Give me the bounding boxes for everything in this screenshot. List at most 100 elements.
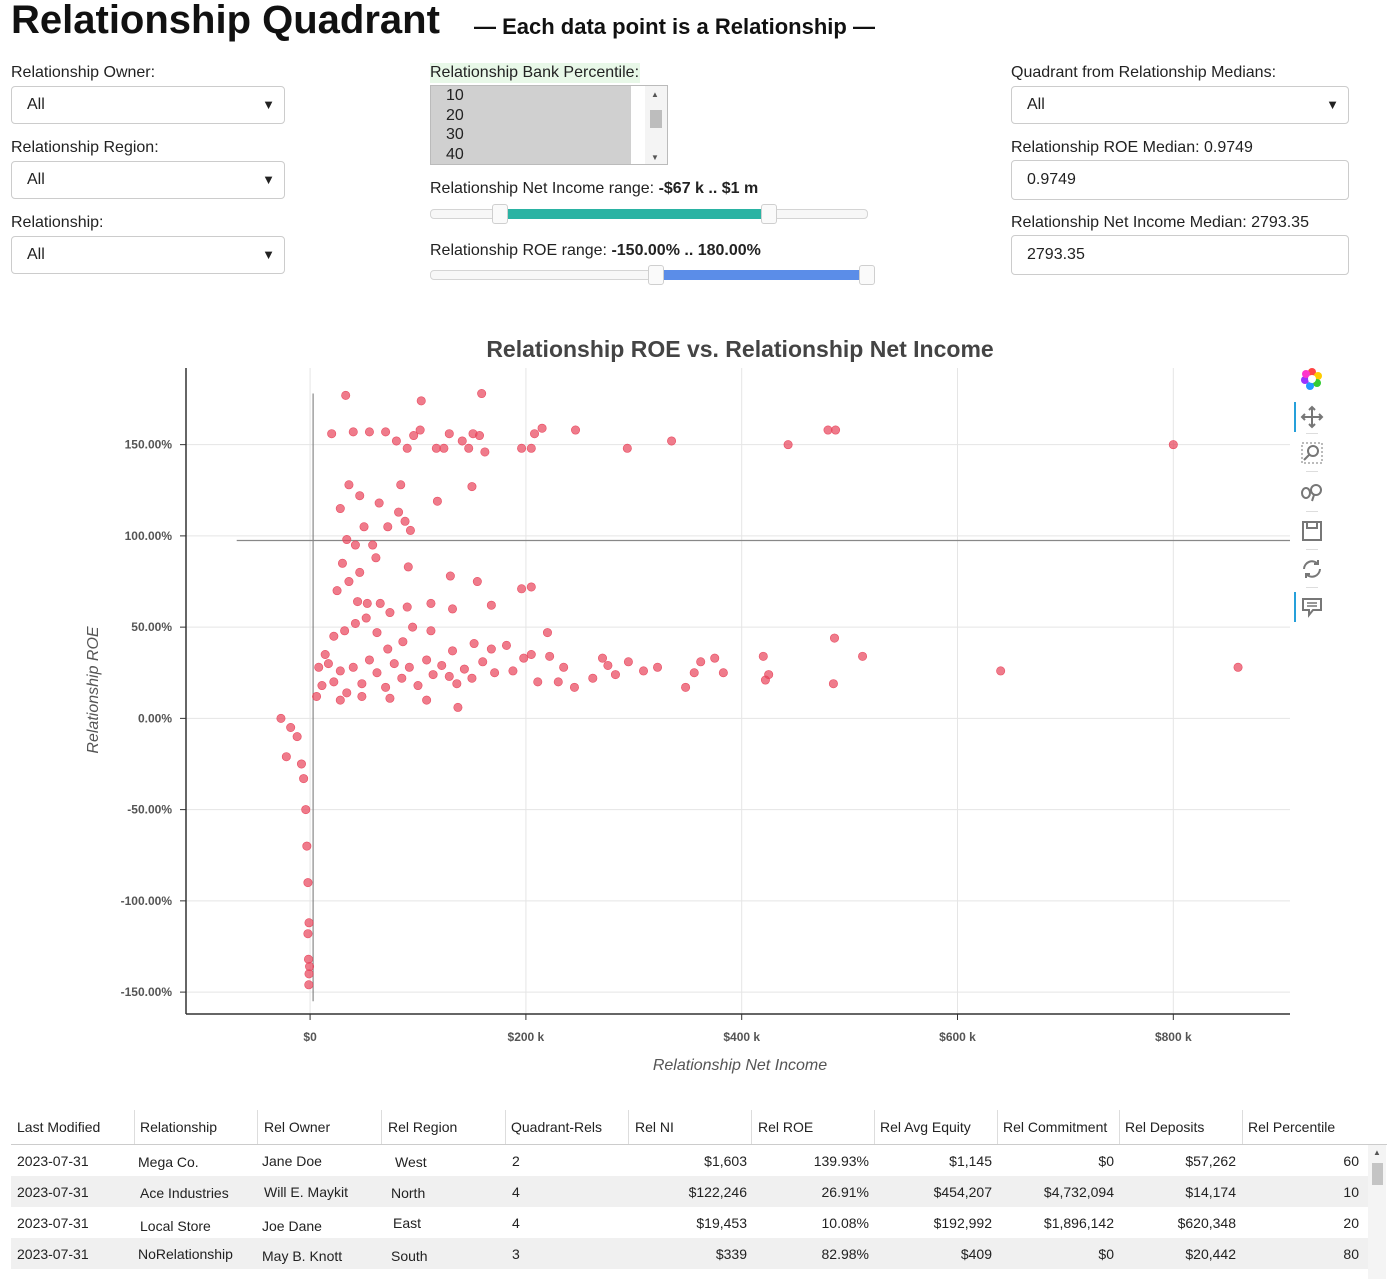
reset-icon[interactable] — [1300, 557, 1324, 581]
cell-rel-commitment: $0 — [1098, 1246, 1114, 1262]
data-point — [355, 491, 365, 501]
table-row[interactable]: 2023-07-31 NoRelationship May B. Knott S… — [11, 1238, 1375, 1269]
table-scrollbar[interactable]: ▲ — [1368, 1145, 1386, 1279]
ni-median-input[interactable]: 2793.35 — [1011, 235, 1349, 275]
cell-rel-owner: Joe Dane — [262, 1218, 322, 1234]
scroll-up-icon[interactable]: ▲ — [651, 90, 659, 99]
toolbar-divider — [1306, 511, 1318, 512]
column-header-rel-avg-equity[interactable]: Rel Avg Equity — [880, 1119, 971, 1135]
data-point — [426, 626, 436, 636]
cell-last-modified: 2023-07-31 — [17, 1184, 89, 1200]
roe-range-high-handle[interactable] — [859, 265, 875, 285]
roe-range-low-handle[interactable] — [648, 265, 664, 285]
active-tool-indicator — [1294, 592, 1296, 622]
percentile-scrollbar[interactable]: ▲ ▼ — [645, 86, 667, 164]
data-point — [276, 713, 286, 723]
data-point — [831, 425, 841, 435]
data-point — [296, 759, 306, 769]
column-header-quadrant-rels[interactable]: Quadrant-Rels — [511, 1119, 603, 1135]
data-point — [303, 929, 313, 939]
scroll-thumb[interactable] — [1372, 1163, 1383, 1185]
data-point — [477, 389, 487, 399]
table-row[interactable]: 2023-07-31 Mega Co. Jane Doe West 2 $1,6… — [11, 1145, 1375, 1176]
percentile-option[interactable]: 30 — [446, 126, 464, 143]
data-point — [622, 443, 632, 453]
data-point — [468, 429, 478, 439]
relationship-select[interactable]: All ▼ — [11, 236, 285, 274]
y-tick-label: 100.00% — [125, 529, 173, 543]
ni-range-fill — [500, 209, 768, 219]
percentile-option[interactable]: 20 — [446, 107, 464, 124]
data-point — [402, 602, 412, 612]
x-axis-label: Relationship Net Income — [653, 1057, 827, 1074]
owner-select[interactable]: All ▼ — [11, 86, 285, 124]
cell-rel-ni: $339 — [715, 1246, 747, 1262]
percentile-option[interactable]: 10 — [446, 87, 464, 104]
hover-icon[interactable] — [1300, 595, 1324, 619]
data-point — [364, 427, 374, 437]
column-divider — [628, 1110, 629, 1144]
data-point — [396, 480, 406, 490]
table-row[interactable]: 2023-07-31 Local Store Joe Dane East 4 $… — [11, 1207, 1375, 1238]
bokeh-logo-icon[interactable] — [1300, 367, 1324, 391]
column-header-rel-ni[interactable]: Rel NI — [635, 1119, 674, 1135]
data-point — [416, 396, 426, 406]
column-header-rel-commitment[interactable]: Rel Commitment — [1003, 1119, 1108, 1135]
table-header: Last Modified Relationship Rel Owner Rel… — [11, 1110, 1387, 1145]
column-header-rel-percentile[interactable]: Rel Percentile — [1248, 1119, 1336, 1135]
data-point — [350, 540, 360, 550]
data-point — [348, 662, 358, 672]
scroll-thumb[interactable] — [650, 110, 662, 128]
percentile-multiselect[interactable]: 10 20 30 40 ▲ ▼ — [430, 85, 668, 165]
cell-rel-avg-equity: $409 — [960, 1246, 992, 1262]
data-point — [610, 670, 620, 680]
data-point — [391, 436, 401, 446]
toolbar-divider — [1306, 433, 1318, 434]
wheel-zoom-icon[interactable] — [1300, 480, 1324, 504]
data-point — [542, 628, 552, 638]
data-point — [400, 516, 410, 526]
column-header-last-modified[interactable]: Last Modified — [17, 1119, 101, 1135]
data-point — [385, 608, 395, 618]
quadrant-select[interactable]: All ▼ — [1011, 86, 1349, 124]
scatter-chart[interactable]: Relationship ROE vs. Relationship Net In… — [0, 320, 1290, 1090]
data-point — [517, 443, 527, 453]
chevron-down-icon: ▼ — [262, 247, 275, 262]
data-point — [413, 681, 423, 691]
ni-range-label: Relationship Net Income range: -$67 k ..… — [430, 180, 758, 198]
column-header-rel-region[interactable]: Rel Region — [388, 1119, 458, 1135]
column-header-relationship[interactable]: Relationship — [140, 1119, 218, 1135]
box-zoom-icon[interactable] — [1300, 441, 1324, 465]
data-point — [302, 841, 312, 851]
data-point — [403, 562, 413, 572]
save-icon[interactable] — [1300, 519, 1324, 543]
data-point — [598, 653, 608, 663]
ni-range-high-handle[interactable] — [761, 204, 777, 224]
data-point — [303, 878, 313, 888]
data-point — [342, 535, 352, 545]
cell-rel-roe: 139.93% — [813, 1153, 869, 1169]
percentile-option[interactable]: 40 — [446, 146, 464, 163]
data-point — [431, 443, 441, 453]
data-point — [337, 558, 347, 568]
pan-icon[interactable] — [1300, 405, 1324, 429]
scroll-up-icon[interactable]: ▲ — [1373, 1148, 1381, 1157]
region-select[interactable]: All ▼ — [11, 161, 285, 199]
scroll-down-icon[interactable]: ▼ — [651, 153, 659, 162]
axes: $0 $200 k $400 k $600 k $800 k 150.00% 100.00%… — [121, 368, 1290, 1044]
column-header-rel-owner[interactable]: Rel Owner — [264, 1119, 331, 1135]
cell-rel-avg-equity: $1,145 — [949, 1153, 992, 1169]
column-divider — [1242, 1110, 1243, 1144]
data-point — [559, 662, 569, 672]
ni-range-low-handle[interactable] — [492, 204, 508, 224]
table-row[interactable]: 2023-07-31 Ace Industries Will E. Maykit… — [11, 1176, 1375, 1207]
owner-select-value: All — [27, 96, 45, 113]
data-point — [467, 673, 477, 683]
cell-quadrant-rels: 4 — [512, 1184, 520, 1200]
cell-rel-region: South — [391, 1248, 428, 1264]
page-title: Relationship Quadrant — [11, 0, 440, 42]
column-header-rel-deposits[interactable]: Rel Deposits — [1125, 1119, 1205, 1135]
data-point — [383, 644, 393, 654]
roe-median-input[interactable]: 0.9749 — [1011, 160, 1349, 200]
column-header-rel-roe[interactable]: Rel ROE — [758, 1119, 814, 1135]
